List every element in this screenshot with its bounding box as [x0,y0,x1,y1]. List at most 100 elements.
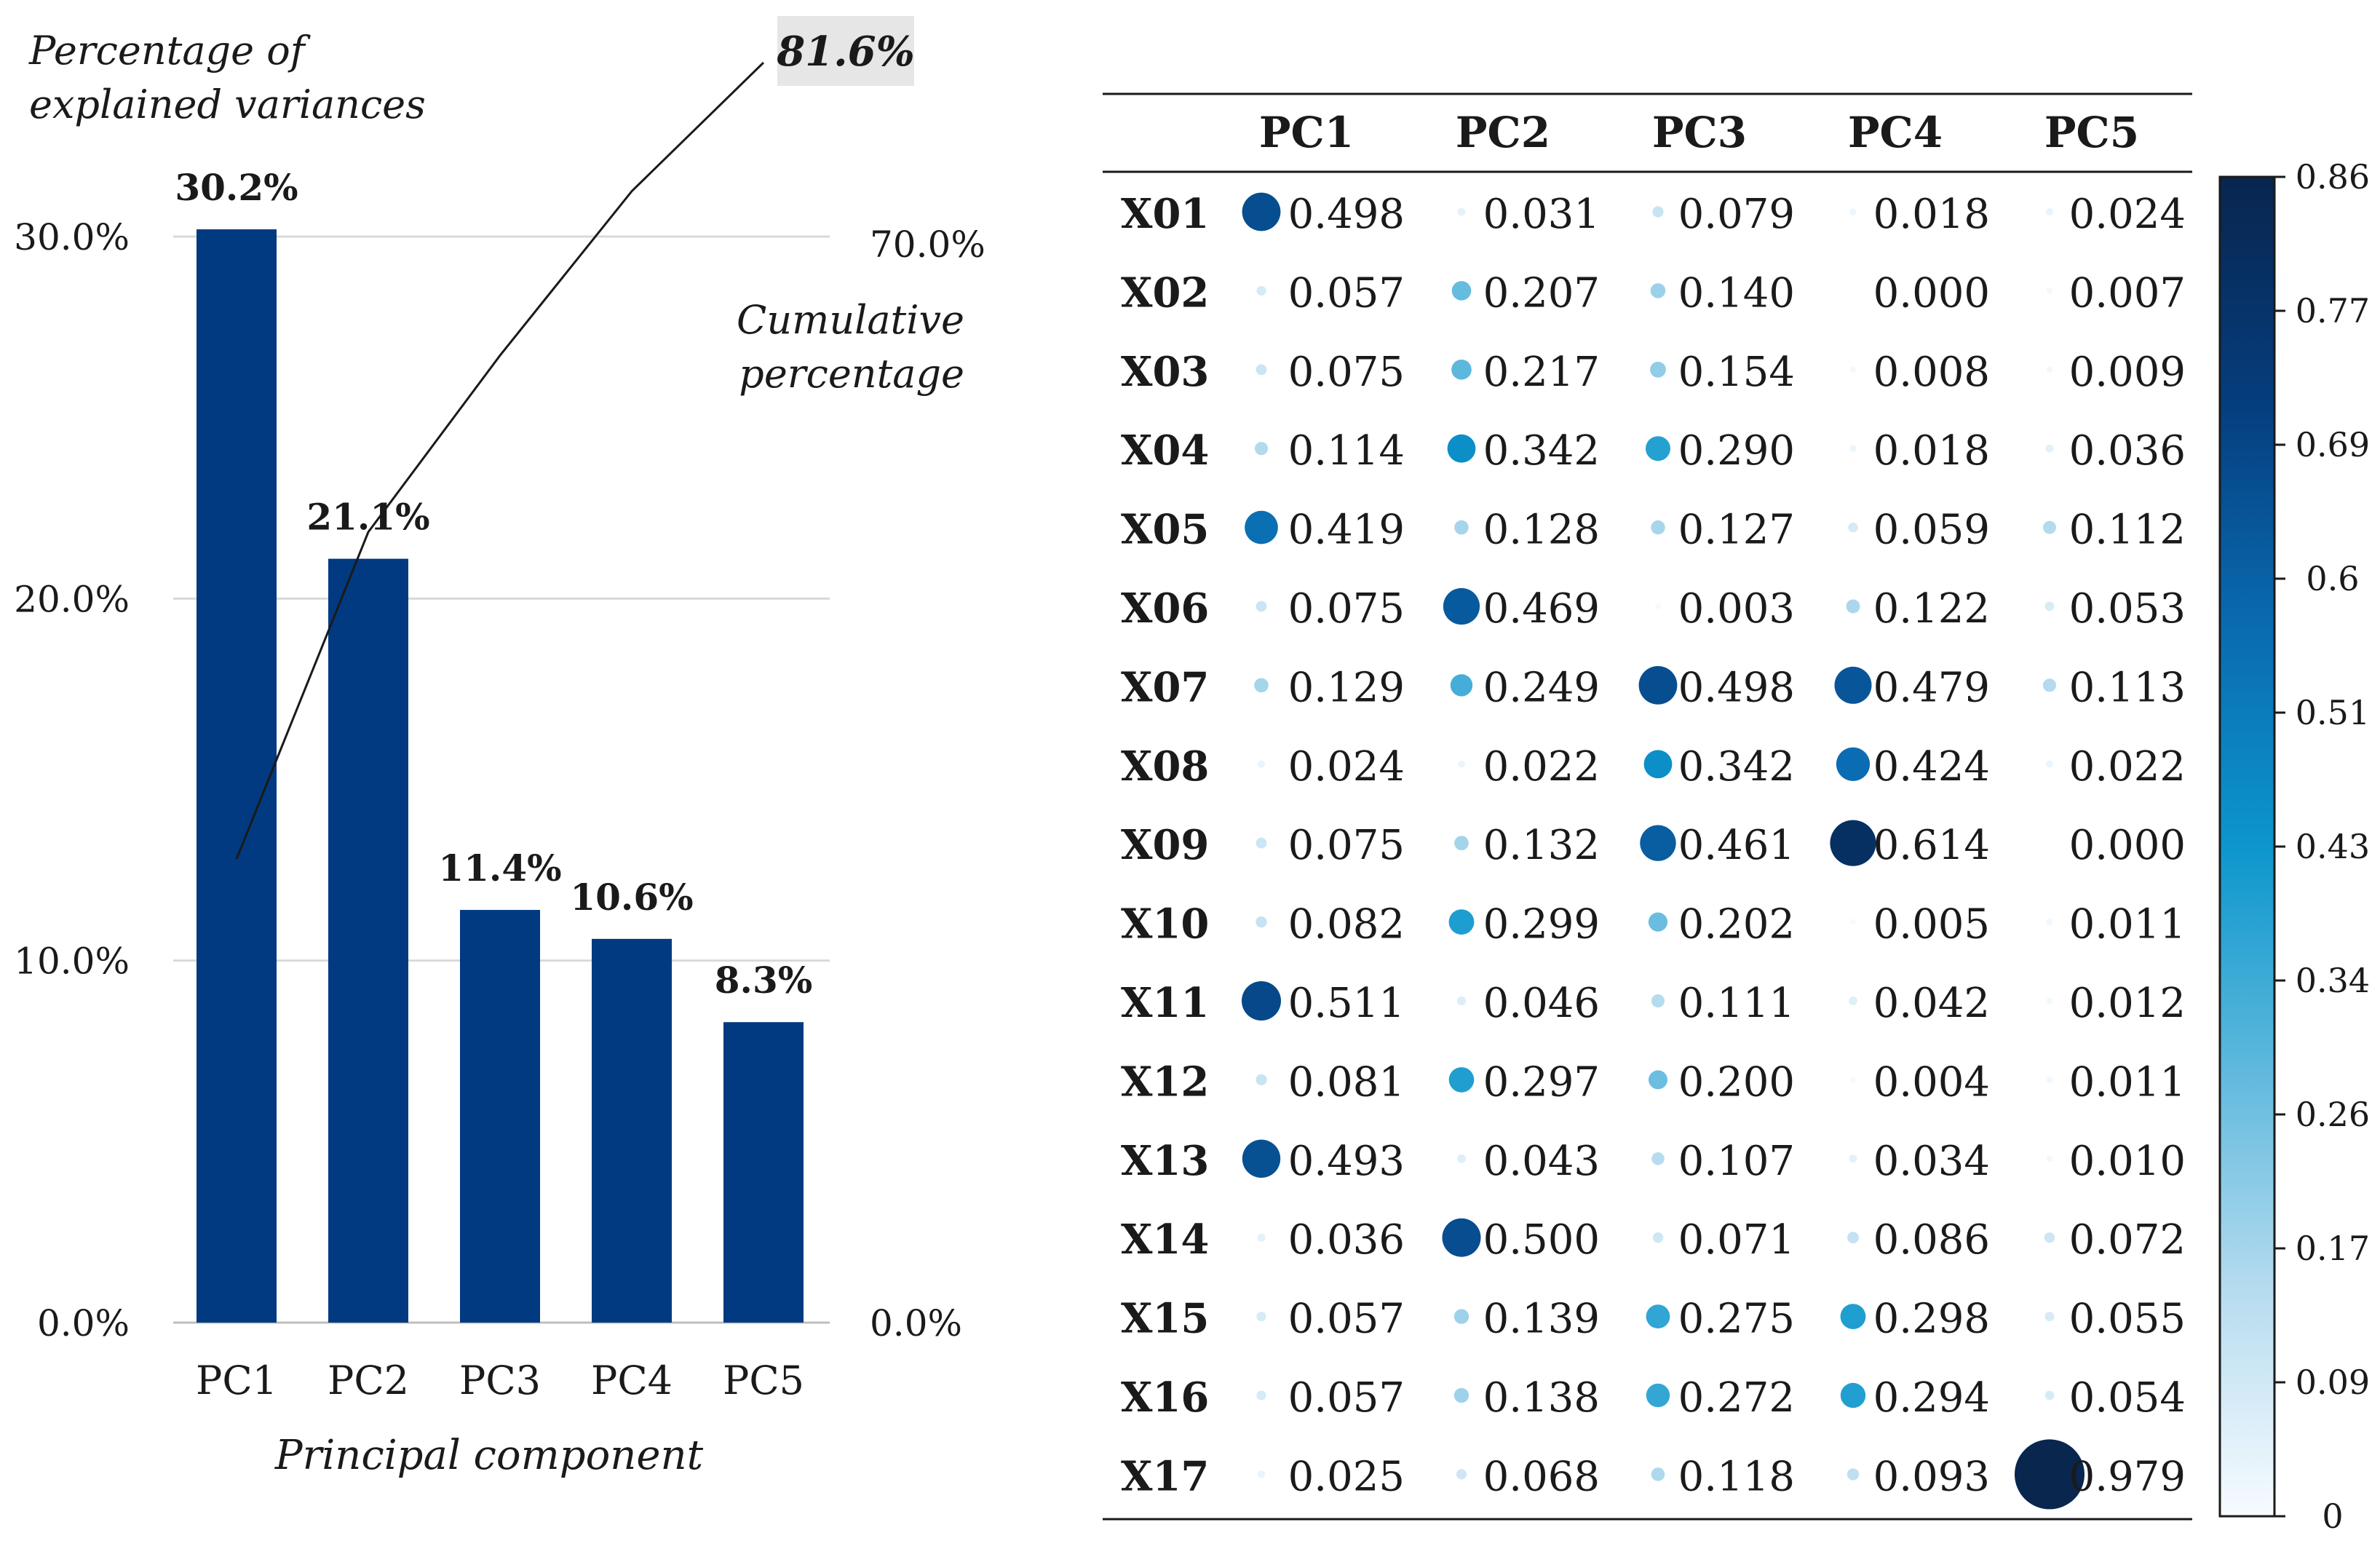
loading-dot [1454,836,1469,851]
loading-value: 0.057 [1288,1296,1405,1343]
y2-axis-title-line2: percentage [739,351,964,397]
loading-value: 0.093 [1873,1453,1990,1500]
colorbar: 0 0.09 0.17 0.26 0.34 0.43 0.51 0.6 0.69 0.77 0.86 [2218,157,2370,1536]
loading-value: 0.419 [1288,507,1405,554]
table-row: X01 0.498 0.031 0.079 0.018 0.024 [1121,190,2186,238]
colorbar-tick-label: 0.86 [2296,157,2370,197]
y-tick-label: 20.0% [14,578,130,620]
loading-value: 0.010 [2069,1138,2186,1185]
loading-dot [2044,601,2055,611]
col-header-pc2: PC2 [1456,108,1550,157]
row-label: X09 [1121,821,1209,869]
loading-value: 0.207 [1483,269,1600,317]
loading-dot [1849,1154,1857,1163]
loading-value: 0.298 [1873,1296,1990,1343]
loading-value: 0.075 [1288,349,1405,396]
loading-value: 0.275 [1678,1296,1795,1343]
colorbar-tick-label: 0 [2322,1497,2343,1536]
loading-dot [2046,1155,2053,1162]
loading-dot [1257,1470,1266,1478]
loading-dot [2043,520,2056,534]
colorbar-tick-label: 0.43 [2296,827,2370,866]
loading-dot [1453,1309,1469,1324]
loading-dot [2042,678,2057,692]
loading-dot [1254,442,1269,456]
loading-dot [2045,207,2054,216]
row-label: X11 [1121,979,1209,1027]
loading-dot [1451,360,1472,380]
colorbar-tick-label: 0.51 [2296,693,2370,732]
y2-axis-title-line1: Cumulative [737,297,964,343]
bars [197,229,804,1323]
loading-value: 0.249 [1483,664,1600,711]
loading-value: 0.000 [1873,269,1990,317]
loading-value: 0.132 [1483,822,1600,869]
loading-value: 0.127 [1678,507,1795,554]
loading-dot [1651,520,1665,535]
loading-dot [1646,1304,1670,1328]
loading-value: 0.290 [1678,427,1795,475]
loading-value: 0.461 [1678,822,1795,869]
loading-value: 0.299 [1483,901,1600,948]
colorbar-tick-label: 0.6 [2306,559,2359,598]
loading-value: 0.500 [1483,1216,1600,1264]
loading-dot [1849,997,1857,1005]
loading-value: 0.140 [1678,269,1795,317]
table-row: X13 0.493 0.043 0.107 0.034 0.010 [1121,1137,2186,1185]
loading-value: 0.059 [1873,507,1990,554]
loading-value: 0.075 [1288,822,1405,869]
row-label: X05 [1121,506,1209,554]
row-label: X14 [1121,1216,1209,1264]
loading-dot [1443,587,1480,625]
loading-dot [1649,1070,1667,1090]
loading-dot [2045,444,2054,453]
loading-dot [2015,1439,2085,1510]
loading-dot [1651,1467,1665,1481]
table-row: X11 0.511 0.046 0.111 0.042 0.012 [1121,979,2186,1027]
loading-dot [1256,285,1266,296]
loading-value: 0.043 [1483,1138,1600,1185]
loading-dot [1256,837,1267,849]
loading-value: 0.042 [1873,980,1990,1027]
loading-value: 0.079 [1678,191,1795,238]
cumulative-line [235,61,765,860]
loading-dot [1448,1067,1475,1093]
loading-dot [1242,981,1281,1021]
loading-value: 0.200 [1678,1058,1795,1106]
row-label: X04 [1121,427,1209,475]
loading-dot [1638,666,1678,705]
loading-value: 0.012 [2069,980,2186,1027]
table-row: X04 0.114 0.342 0.290 0.018 0.036 [1121,427,2186,475]
loading-dot [1651,1152,1665,1165]
loading-value: 0.024 [1288,743,1405,791]
colorbar-tick-label: 0.17 [2296,1229,2370,1268]
loading-value: 0.081 [1288,1058,1405,1106]
loading-dot [1245,510,1278,544]
loading-dot [1849,919,1857,925]
loading-dot [1848,522,1858,533]
loading-dot [1651,994,1665,1007]
loading-dot [1256,601,1267,612]
y2-tick-label: 0.0% [870,1302,962,1344]
loading-dot [1242,192,1281,231]
loading-dot [1650,361,1666,378]
loading-dot [1457,207,1466,216]
col-header-pc5: PC5 [2044,108,2139,157]
loading-value: 0.011 [2069,901,2186,948]
loading-value: 0.005 [1873,901,1990,948]
loading-value: 0.046 [1483,980,1600,1027]
loading-value: 0.071 [1678,1216,1795,1264]
loading-dot [1450,674,1473,697]
loading-value: 0.122 [1873,585,1990,633]
bar-pc2 [328,558,408,1323]
loading-value: 0.018 [1873,191,1990,238]
x-tick-label: PC1 [196,1358,277,1403]
loading-value: 0.025 [1288,1453,1405,1500]
loading-value: 0.068 [1483,1453,1600,1500]
loading-value: 0.114 [1288,427,1405,475]
loading-value: 0.075 [1288,585,1405,633]
loading-value: 0.498 [1288,191,1405,238]
loading-dot [1442,1218,1481,1257]
loading-value: 0.055 [2069,1296,2186,1343]
